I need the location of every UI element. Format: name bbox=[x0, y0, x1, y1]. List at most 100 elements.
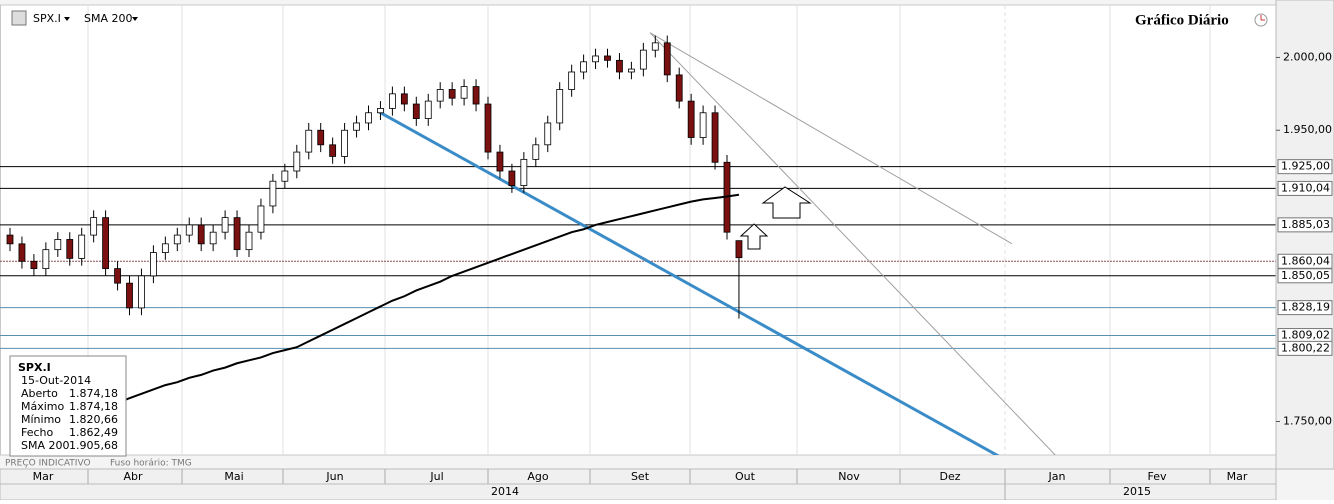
year-label: 2015 bbox=[1123, 485, 1151, 498]
info-value: 1.820,66 bbox=[69, 413, 118, 426]
footer-note: PREÇO INDICATIVO bbox=[5, 459, 91, 469]
dropdown-arrow[interactable] bbox=[132, 17, 138, 21]
up-arrow bbox=[761, 186, 812, 219]
level-label: 1.910,04 bbox=[1281, 181, 1330, 194]
level-label: 1.925,00 bbox=[1281, 160, 1330, 173]
x-tick-label: Mar bbox=[1227, 470, 1248, 483]
info-value: 1.905,68 bbox=[69, 439, 118, 452]
info-key: SMA 200 bbox=[21, 439, 70, 452]
candle-body bbox=[90, 217, 98, 236]
candle-body bbox=[18, 243, 26, 262]
candle-body bbox=[544, 122, 552, 146]
candle-body bbox=[639, 49, 647, 70]
candle-body bbox=[329, 144, 337, 157]
trend-line bbox=[377, 109, 1000, 455]
x-tick-label: Mai bbox=[224, 470, 243, 483]
candle-body bbox=[78, 234, 86, 259]
level-label-box bbox=[1277, 268, 1333, 284]
candle-body bbox=[221, 217, 229, 233]
sma-line bbox=[9, 193, 740, 446]
chart-icon[interactable] bbox=[11, 10, 27, 26]
y-tick-label: 1.750,00 bbox=[1283, 415, 1332, 428]
candle-body bbox=[377, 107, 384, 114]
x-tick-label: Abr bbox=[123, 470, 143, 483]
candle-body bbox=[293, 151, 301, 172]
candle-body bbox=[269, 180, 277, 207]
candle-body bbox=[651, 42, 659, 51]
candle-body bbox=[508, 170, 516, 186]
up-arrow bbox=[739, 223, 769, 250]
level-label: 1.809,02 bbox=[1281, 329, 1330, 342]
info-key: Fecho bbox=[21, 426, 54, 439]
info-value: 1.874,18 bbox=[69, 387, 118, 400]
candle-body bbox=[520, 158, 528, 186]
candle-body bbox=[6, 234, 14, 245]
candle-body bbox=[604, 55, 611, 61]
candle-body bbox=[400, 93, 408, 105]
info-date: 15-Out-2014 bbox=[21, 374, 91, 387]
candle-body bbox=[496, 151, 504, 172]
x-tick-label: Ago bbox=[527, 470, 549, 483]
candle-body bbox=[484, 103, 492, 153]
candle-body bbox=[185, 224, 193, 236]
candle-body bbox=[114, 268, 121, 284]
x-tick-label: Fev bbox=[1147, 470, 1166, 483]
level-label: 1.850,05 bbox=[1281, 269, 1330, 282]
candle-body bbox=[197, 224, 205, 245]
candle-body bbox=[353, 122, 360, 131]
level-label-box bbox=[1277, 217, 1333, 233]
candle-body bbox=[735, 240, 743, 259]
info-value: 1.862,49 bbox=[69, 426, 118, 439]
info-key: Máximo bbox=[21, 400, 65, 413]
dropdown-arrow[interactable] bbox=[64, 17, 70, 21]
candle-body bbox=[66, 239, 74, 259]
candle-body bbox=[317, 129, 325, 146]
level-label: 1.860,04 bbox=[1281, 254, 1330, 267]
candle-body bbox=[245, 231, 253, 251]
candle-body bbox=[257, 205, 265, 233]
candle-body bbox=[532, 144, 540, 160]
candle-body bbox=[460, 86, 468, 99]
candle-body bbox=[436, 89, 444, 102]
candle-body bbox=[149, 252, 157, 277]
chart-title: Gráfico Diário bbox=[1135, 12, 1229, 28]
trend-line bbox=[649, 32, 1056, 455]
candle-body bbox=[663, 42, 671, 76]
candle-body bbox=[54, 239, 62, 251]
level-label: 1.885,03 bbox=[1281, 218, 1330, 231]
x-tick-label: Jul bbox=[429, 470, 443, 483]
candle-body bbox=[30, 260, 38, 269]
info-value: 1.874,18 bbox=[69, 400, 118, 413]
level-label-box bbox=[1277, 159, 1333, 175]
candle-body bbox=[233, 217, 241, 251]
x-tick-label: Out bbox=[735, 470, 756, 483]
candle-body bbox=[687, 100, 695, 138]
info-box bbox=[9, 355, 127, 457]
x-tick-label: Jan bbox=[1048, 470, 1066, 483]
candle-body bbox=[412, 103, 420, 119]
x-tick-label: Nov bbox=[838, 470, 860, 483]
y-tick-label: 1.950,00 bbox=[1283, 123, 1332, 136]
info-key: Aberto bbox=[21, 387, 58, 400]
candle-body bbox=[126, 282, 133, 309]
candle-body bbox=[699, 112, 707, 138]
timezone: Fuso horário: TMG bbox=[110, 459, 192, 469]
clock-hands bbox=[1260, 15, 1265, 21]
candle-body bbox=[173, 234, 181, 245]
level-label: 1.800,22 bbox=[1281, 341, 1330, 354]
candle-body bbox=[556, 89, 564, 124]
trend-line bbox=[649, 32, 1013, 245]
candle-body bbox=[388, 93, 396, 109]
candle-body bbox=[365, 112, 372, 124]
y-tick-label: 2.000,00 bbox=[1283, 50, 1332, 63]
candle-body bbox=[102, 217, 109, 269]
y-axis bbox=[1275, 0, 1334, 470]
indicator-selector[interactable]: SMA 200 bbox=[84, 12, 133, 25]
candle-body bbox=[616, 59, 623, 73]
candle-body bbox=[580, 61, 587, 73]
symbol-selector[interactable]: SPX.I bbox=[33, 12, 61, 25]
info-key: Mínimo bbox=[21, 413, 61, 426]
candle-body bbox=[592, 55, 599, 63]
level-label-box bbox=[1277, 340, 1333, 356]
candle-body bbox=[472, 86, 480, 105]
